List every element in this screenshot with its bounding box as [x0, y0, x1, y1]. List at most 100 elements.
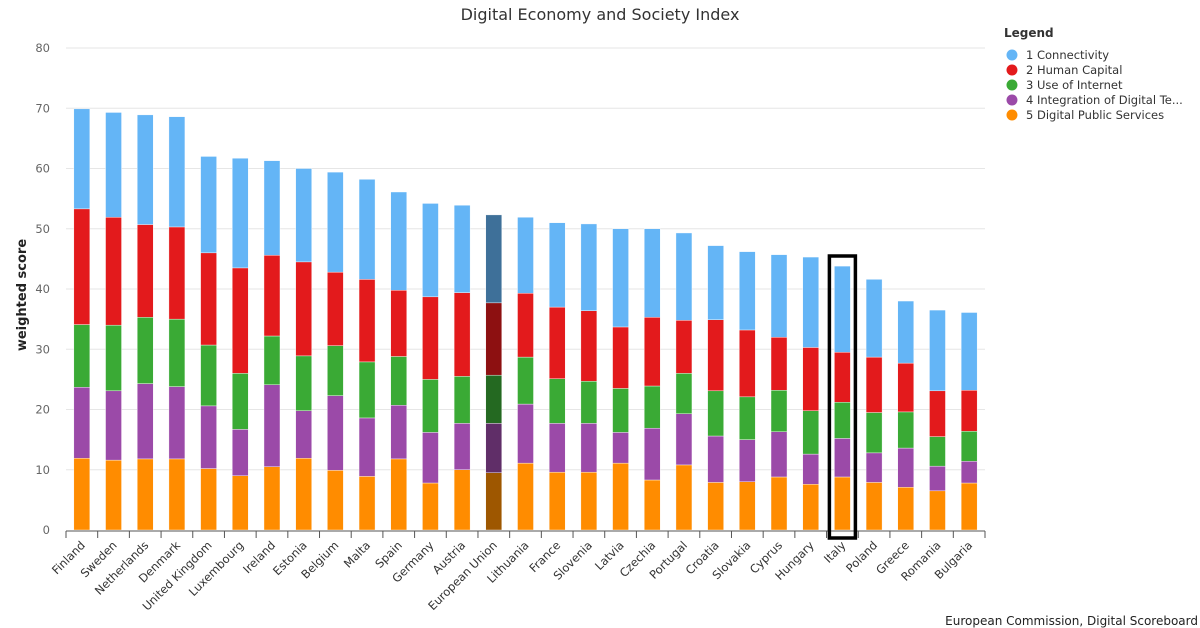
- bar-segment[interactable]: [485, 214, 503, 304]
- bar-segment[interactable]: [897, 362, 914, 413]
- bar-segment[interactable]: [865, 452, 883, 483]
- bar-segment[interactable]: [232, 158, 249, 269]
- bar-segment[interactable]: [232, 429, 249, 476]
- bar-segment[interactable]: [612, 228, 629, 328]
- bar-segment[interactable]: [834, 476, 851, 531]
- bar-segment[interactable]: [358, 179, 376, 280]
- bar-segment[interactable]: [517, 462, 534, 531]
- bar-segment[interactable]: [834, 265, 851, 353]
- bar-segment[interactable]: [73, 324, 91, 388]
- bar-segment[interactable]: [644, 385, 661, 429]
- bar-segment[interactable]: [453, 205, 471, 293]
- bar-segment[interactable]: [675, 373, 693, 414]
- bar-segment[interactable]: [422, 432, 439, 484]
- bar-segment[interactable]: [200, 156, 217, 254]
- bar-segment[interactable]: [739, 439, 756, 482]
- bar-segment[interactable]: [327, 271, 344, 346]
- bar-segment[interactable]: [517, 356, 534, 405]
- bar-segment[interactable]: [834, 402, 851, 439]
- bar-segment[interactable]: [548, 471, 566, 531]
- bar-segment[interactable]: [770, 476, 788, 531]
- bar-segment[interactable]: [137, 383, 154, 460]
- bar-segment[interactable]: [105, 324, 122, 392]
- bar-segment[interactable]: [485, 374, 503, 424]
- bar-segment[interactable]: [929, 309, 946, 392]
- bar-segment[interactable]: [929, 465, 946, 492]
- bar-segment[interactable]: [960, 390, 978, 432]
- bar-segment[interactable]: [137, 458, 154, 531]
- bar-segment[interactable]: [612, 326, 629, 389]
- bar-segment[interactable]: [232, 373, 249, 430]
- bar-segment[interactable]: [707, 435, 724, 483]
- bar-segment[interactable]: [548, 378, 566, 424]
- bar-segment[interactable]: [390, 191, 407, 291]
- bar-segment[interactable]: [707, 245, 724, 320]
- bar-segment[interactable]: [295, 458, 312, 531]
- bar-segment[interactable]: [168, 226, 186, 320]
- bar-segment[interactable]: [675, 232, 693, 321]
- bar-segment[interactable]: [548, 222, 566, 308]
- bar-segment[interactable]: [675, 320, 693, 374]
- bar-segment[interactable]: [960, 312, 978, 391]
- bar-segment[interactable]: [644, 427, 661, 481]
- bar-segment[interactable]: [73, 108, 91, 210]
- bar-segment[interactable]: [739, 396, 756, 440]
- bar-segment[interactable]: [137, 224, 154, 318]
- bar-segment[interactable]: [263, 335, 281, 385]
- bar-segment[interactable]: [485, 472, 503, 531]
- bar-segment[interactable]: [73, 387, 91, 459]
- bar-segment[interactable]: [580, 471, 598, 531]
- bar-segment[interactable]: [263, 384, 281, 467]
- legend-item[interactable]: 3 Use of Internet: [1006, 78, 1124, 92]
- bar-segment[interactable]: [834, 352, 851, 403]
- bar-segment[interactable]: [517, 293, 534, 358]
- bar-segment[interactable]: [422, 379, 439, 433]
- bar-segment[interactable]: [422, 203, 439, 298]
- bar-segment[interactable]: [263, 160, 281, 256]
- bar-segment[interactable]: [105, 112, 122, 218]
- bar-segment[interactable]: [739, 329, 756, 398]
- bar-segment[interactable]: [834, 438, 851, 478]
- bar-segment[interactable]: [327, 171, 344, 273]
- bar-segment[interactable]: [105, 217, 122, 326]
- bar-segment[interactable]: [200, 468, 217, 531]
- bar-segment[interactable]: [548, 423, 566, 473]
- legend-item[interactable]: 2 Human Capital: [1006, 63, 1123, 77]
- bar-segment[interactable]: [485, 423, 503, 473]
- bar-segment[interactable]: [232, 267, 249, 374]
- bar-segment[interactable]: [137, 317, 154, 384]
- bar-segment[interactable]: [453, 469, 471, 531]
- legend-item[interactable]: 5 Digital Public Services: [1006, 108, 1165, 122]
- bar-segment[interactable]: [580, 310, 598, 382]
- bar-segment[interactable]: [295, 410, 312, 459]
- bar-segment[interactable]: [168, 458, 186, 531]
- bar-segment[interactable]: [168, 116, 186, 228]
- bar-segment[interactable]: [960, 482, 978, 531]
- bar-segment[interactable]: [929, 390, 946, 437]
- bar-segment[interactable]: [453, 292, 471, 377]
- bar-segment[interactable]: [358, 417, 376, 477]
- legend-item[interactable]: 1 Connectivity: [1006, 48, 1110, 62]
- bar-segment[interactable]: [612, 432, 629, 464]
- bar-segment[interactable]: [263, 255, 281, 337]
- bar-segment[interactable]: [802, 256, 819, 348]
- bar-segment[interactable]: [897, 411, 914, 449]
- bar-segment[interactable]: [232, 475, 249, 531]
- bar-segment[interactable]: [739, 481, 756, 531]
- bar-segment[interactable]: [105, 390, 122, 461]
- bar-segment[interactable]: [295, 261, 312, 357]
- bar-segment[interactable]: [327, 345, 344, 396]
- bar-segment[interactable]: [865, 279, 883, 358]
- bar-segment[interactable]: [580, 423, 598, 473]
- bar-segment[interactable]: [929, 490, 946, 531]
- bar-segment[interactable]: [358, 476, 376, 531]
- bar-segment[interactable]: [802, 347, 819, 411]
- bar-segment[interactable]: [168, 318, 186, 387]
- bar-segment[interactable]: [675, 464, 693, 531]
- bar-segment[interactable]: [548, 306, 566, 379]
- bar-segment[interactable]: [73, 458, 91, 531]
- bar-segment[interactable]: [929, 436, 946, 467]
- bar-segment[interactable]: [644, 317, 661, 387]
- bar-segment[interactable]: [960, 430, 978, 462]
- bar-segment[interactable]: [263, 466, 281, 531]
